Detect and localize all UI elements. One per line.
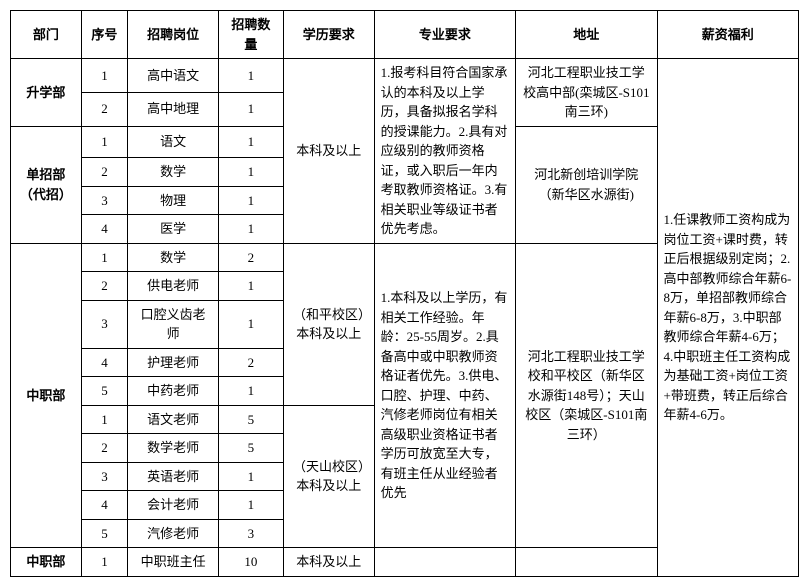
cell-major: 1.本科及以上学历，有相关工作经验。年龄：25-55周岁。2.具备高中或中职教师… [374, 243, 515, 548]
cell-count: 1 [219, 126, 284, 158]
cell-count: 1 [219, 59, 284, 93]
cell-edu: （天山校区）本科及以上 [283, 405, 374, 548]
cell-addr [516, 548, 657, 577]
header-salary: 薪资福利 [657, 11, 798, 59]
cell-idx: 2 [81, 434, 127, 463]
cell-major [374, 548, 515, 577]
cell-idx: 2 [81, 92, 127, 126]
header-addr: 地址 [516, 11, 657, 59]
cell-count: 2 [219, 348, 284, 377]
cell-edu: 本科及以上 [283, 59, 374, 244]
cell-post: 高中语文 [128, 59, 219, 93]
cell-post: 医学 [128, 215, 219, 244]
cell-count: 1 [219, 215, 284, 244]
recruitment-table: 部门 序号 招聘岗位 招聘数量 学历要求 专业要求 地址 薪资福利 升学部 1 … [10, 10, 799, 577]
cell-count: 5 [219, 405, 284, 434]
cell-idx: 4 [81, 215, 127, 244]
cell-post: 数学 [128, 243, 219, 272]
cell-count: 2 [219, 243, 284, 272]
header-count: 招聘数量 [219, 11, 284, 59]
cell-idx: 3 [81, 186, 127, 215]
cell-idx: 4 [81, 491, 127, 520]
cell-post: 中职班主任 [128, 548, 219, 577]
header-post: 招聘岗位 [128, 11, 219, 59]
cell-count: 1 [219, 377, 284, 406]
cell-post: 供电老师 [128, 272, 219, 301]
cell-post: 高中地理 [128, 92, 219, 126]
cell-post: 口腔义齿老师 [128, 300, 219, 348]
dept-zhongzhi: 中职部 [11, 243, 82, 548]
cell-post: 中药老师 [128, 377, 219, 406]
cell-post: 护理老师 [128, 348, 219, 377]
cell-idx: 1 [81, 243, 127, 272]
cell-edu: 本科及以上 [283, 548, 374, 577]
cell-edu: （和平校区）本科及以上 [283, 243, 374, 405]
cell-idx: 3 [81, 300, 127, 348]
cell-count: 1 [219, 158, 284, 187]
dept-shengxue: 升学部 [11, 59, 82, 127]
cell-idx: 2 [81, 272, 127, 301]
table-header-row: 部门 序号 招聘岗位 招聘数量 学历要求 专业要求 地址 薪资福利 [11, 11, 799, 59]
cell-idx: 1 [81, 59, 127, 93]
table-row: 升学部 1 高中语文 1 本科及以上 1.报考科目符合国家承认的本科及以上学历，… [11, 59, 799, 93]
cell-idx: 4 [81, 348, 127, 377]
cell-count: 1 [219, 300, 284, 348]
cell-count: 3 [219, 519, 284, 548]
cell-count: 1 [219, 272, 284, 301]
cell-count: 1 [219, 186, 284, 215]
cell-count: 5 [219, 434, 284, 463]
cell-count: 1 [219, 491, 284, 520]
header-idx: 序号 [81, 11, 127, 59]
cell-post: 会计老师 [128, 491, 219, 520]
cell-idx: 3 [81, 462, 127, 491]
dept-zhongzhi2: 中职部 [11, 548, 82, 577]
cell-count: 1 [219, 462, 284, 491]
header-dept: 部门 [11, 11, 82, 59]
cell-idx: 5 [81, 377, 127, 406]
cell-idx: 1 [81, 126, 127, 158]
cell-count: 1 [219, 92, 284, 126]
cell-idx: 1 [81, 405, 127, 434]
cell-major: 1.报考科目符合国家承认的本科及以上学历，具备拟报名学科的授课能力。2.具有对应… [374, 59, 515, 244]
cell-addr: 河北工程职业技工学校和平校区（新华区水源街148号）；天山校区（栾城区-S101… [516, 243, 657, 548]
cell-addr: 河北新创培训学院（新华区水源街) [516, 126, 657, 243]
header-edu: 学历要求 [283, 11, 374, 59]
cell-count: 10 [219, 548, 284, 577]
cell-idx: 2 [81, 158, 127, 187]
cell-idx: 5 [81, 519, 127, 548]
cell-post: 语文老师 [128, 405, 219, 434]
cell-post: 数学老师 [128, 434, 219, 463]
header-major: 专业要求 [374, 11, 515, 59]
dept-danzhao: 单招部 （代招） [11, 126, 82, 243]
cell-addr: 河北工程职业技工学校高中部(栾城区-S101南三环) [516, 59, 657, 127]
cell-idx: 1 [81, 548, 127, 577]
cell-post: 汽修老师 [128, 519, 219, 548]
cell-post: 数学 [128, 158, 219, 187]
cell-post: 物理 [128, 186, 219, 215]
cell-salary: 1.任课教师工资构成为岗位工资+课时费，转正后根据级别定岗；2.高中部教师综合年… [657, 59, 798, 577]
cell-post: 语文 [128, 126, 219, 158]
cell-post: 英语老师 [128, 462, 219, 491]
